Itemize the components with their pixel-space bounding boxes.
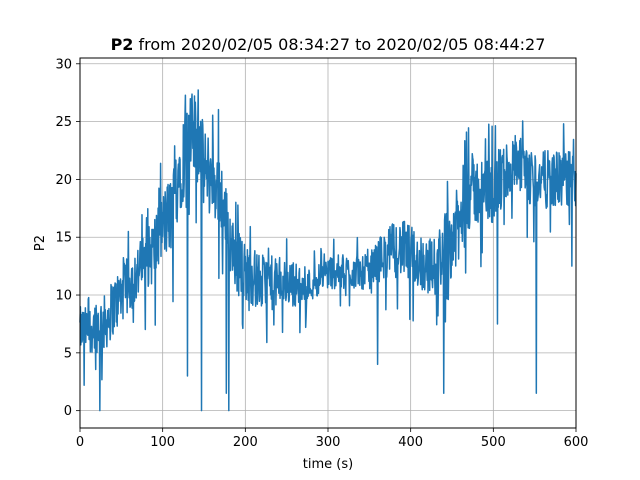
- x-axis-label: time (s): [303, 457, 353, 472]
- x-tick-label: 300: [316, 435, 341, 450]
- y-tick-label: 25: [55, 115, 72, 130]
- y-axis-label: P2: [33, 235, 48, 251]
- x-tick-label: 600: [564, 435, 589, 450]
- y-tick-label: 15: [55, 231, 72, 246]
- series-line-p2: [79, 89, 577, 412]
- x-tick-label: 400: [398, 435, 423, 450]
- chart-title: P2 from 2020/02/05 08:34:27 to 2020/02/0…: [111, 35, 546, 54]
- x-tick-label: 500: [481, 435, 506, 450]
- plot-area: [79, 89, 577, 412]
- y-tick-label: 20: [55, 173, 72, 188]
- y-tick-label: 5: [64, 346, 72, 361]
- chart-title-suffix: from 2020/02/05 08:34:27 to 2020/02/05 0…: [133, 35, 545, 54]
- y-tick-label: 0: [64, 404, 72, 419]
- y-tick-label: 30: [55, 57, 72, 72]
- chart-title-prefix: P2: [111, 35, 134, 54]
- x-tick-label: 100: [150, 435, 175, 450]
- x-tick-label: 200: [233, 435, 258, 450]
- y-tick-label: 10: [55, 289, 72, 304]
- x-tick-label: 0: [76, 435, 84, 450]
- axis-ticks: 0 100 200 300 400 500 600 0 5 10 15 20 25 30: [55, 57, 588, 450]
